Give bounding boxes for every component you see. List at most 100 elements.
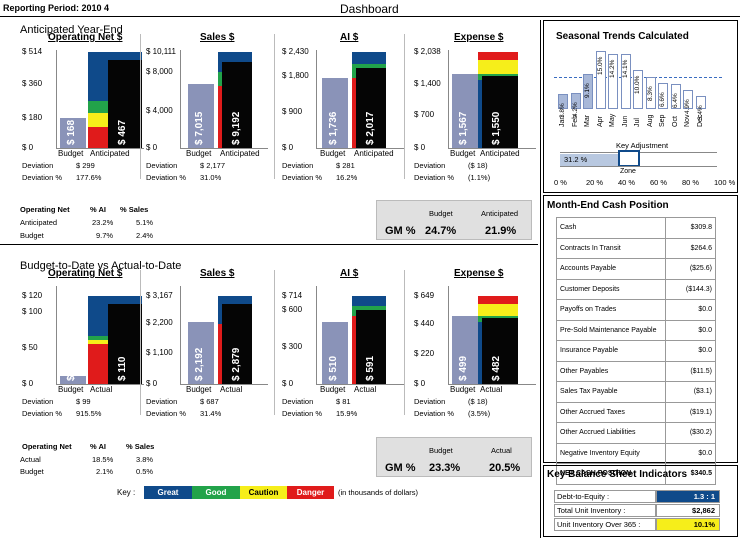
section-divider (0, 244, 538, 245)
y-tick-label: $ 0 (282, 379, 294, 388)
btd-opnet-r1b: 3.8% (136, 455, 154, 464)
btd-opnet-r2b: 0.5% (136, 467, 154, 476)
deviation-label: Deviation (146, 397, 178, 406)
x-label-actual: Actual (480, 385, 503, 394)
kbi-value: 10.1% (656, 518, 720, 531)
y-axis (180, 50, 181, 148)
actual-value-label: $ 110 (117, 356, 128, 381)
zone-segment-great (352, 296, 386, 306)
y-tick-label: $ 0 (22, 143, 34, 152)
x-label-budget: Budget (58, 385, 84, 394)
y-tick-label: $ 0 (414, 143, 426, 152)
y-tick-label: $ 714 (282, 291, 303, 300)
cash-row-label: Sales Tax Payable (556, 381, 666, 403)
y-tick-label: $ 1,800 (282, 71, 309, 80)
cash-row-value: ($3.1) (665, 381, 716, 403)
deviation-pct-value: 915.5% (76, 409, 102, 418)
y-tick-label: $ 8,000 (146, 67, 173, 76)
btd-gm-v2: 20.5% (489, 462, 521, 474)
kbi-label: Debt-to-Equity : (554, 490, 656, 503)
key-danger: Danger (287, 486, 334, 499)
y-tick-label: $ 2,430 (282, 47, 309, 56)
cash-row-value: $309.8 (665, 217, 716, 239)
season-bar (683, 90, 693, 109)
season-month-label: Jan (559, 115, 566, 127)
cash-row-value: ($25.6) (665, 258, 716, 280)
cash-row: Customer Deposits ($144.3) (556, 278, 716, 300)
chart-title: Sales $ (200, 268, 235, 279)
cash-row-label: Accounts Payable (556, 258, 666, 280)
deviation-value: $ 687 (200, 397, 219, 406)
y-tick-label: $ 0 (282, 143, 294, 152)
kbi-title: Key Balance Sheet Indicators (547, 469, 688, 480)
key-note: (in thousands of dollars) (338, 488, 419, 497)
deviation-pct-value: 31.4% (200, 409, 222, 418)
btd-opnet-h1: Operating Net (22, 442, 72, 451)
ye-opnet-h2: % AI (90, 205, 106, 214)
actual-bar (482, 76, 518, 148)
y-axis (180, 286, 181, 384)
cash-panel: Month-End Cash Position Cash $309.8 Contra… (543, 195, 738, 485)
deviation-value: $ 299 (76, 161, 95, 170)
y-tick-label: $ 2,200 (146, 318, 173, 327)
y-tick-label: $ 0 (146, 379, 158, 388)
reporting-period: Reporting Period: 2010 4 (3, 3, 110, 13)
kbi-panel: Key Balance Sheet Indicators Debt-to-Equ… (543, 465, 738, 537)
season-value-label: 8.3% (646, 86, 654, 101)
season-month-label: Feb (571, 114, 579, 127)
x-axis (316, 148, 404, 149)
cash-row-label: Payoffs on Trades (556, 299, 666, 321)
ye-gm-label: GM % (385, 225, 416, 237)
y-tick-label: $ 514 (22, 47, 43, 56)
ye-opnet-h3: % Sales (120, 205, 149, 214)
y-tick-label: $ 1,400 (414, 79, 441, 88)
cash-row: Other Accrued Taxes ($19.1) (556, 401, 716, 423)
season-month-label: Sep (659, 114, 666, 127)
budget-value-label: $ 510 (328, 355, 339, 381)
deviation-pct-label: Deviation % (414, 409, 455, 418)
ye-gm-v2: 21.9% (485, 225, 517, 237)
ye-opnet-h1: Operating Net (20, 205, 70, 214)
btd-opnet-h3: % Sales (126, 442, 155, 451)
x-label-actual: Anticipated (90, 149, 130, 158)
x-label-budget: Budget (186, 385, 212, 394)
deviation-value: $ 281 (336, 161, 355, 170)
season-bar (558, 94, 568, 109)
zone-slider[interactable] (618, 150, 640, 167)
budget-bar (60, 376, 86, 384)
season-bar (645, 76, 656, 109)
key-adjust-label: Key Adjustment (616, 141, 669, 150)
y-tick-label: $ 1,100 (146, 348, 173, 357)
chart-separator (404, 270, 405, 415)
season-bar (595, 51, 606, 109)
cash-row-value: ($11.5) (665, 360, 716, 382)
deviation-pct-value: (3.5%) (468, 409, 491, 418)
btd-opnet-r2a: 2.1% (96, 467, 114, 476)
x-label-budget: Budget (320, 149, 346, 158)
btd-gm-h2: Actual (491, 446, 512, 455)
y-tick-label: $ 4,000 (146, 106, 173, 115)
deviation-label: Deviation (282, 161, 314, 170)
season-bar (658, 83, 668, 109)
actual-value-label: $ 9,192 (231, 111, 242, 145)
season-value-label: 6.6% (659, 92, 666, 108)
season-value-label: 15.0% (596, 56, 604, 75)
cash-row-value: $0.0 (665, 442, 716, 464)
x-label-actual: Anticipated (480, 149, 520, 158)
deviation-pct-label: Deviation % (22, 409, 63, 418)
chart-separator (404, 34, 405, 179)
actual-bar (222, 304, 252, 384)
x-label-budget: Budget (320, 385, 346, 394)
btd-opnet-h2: % AI (90, 442, 106, 451)
x-label-actual: Anticipated (354, 149, 394, 158)
cash-row-label: Other Accrued Liabilities (556, 422, 666, 444)
y-tick-label: $ 220 (414, 349, 435, 358)
cash-row-value: $340.5 (665, 463, 716, 485)
y-tick-label: $ 120 (22, 291, 43, 300)
y-tick-label: $ 0 (146, 143, 158, 152)
cash-table-wrap: Cash $309.8 Contracts In Transit $264.6 Acco… (556, 217, 716, 485)
actual-value-label: $ 2,017 (365, 111, 376, 145)
deviation-label: Deviation (22, 397, 54, 406)
y-tick-label: $ 0 (414, 379, 426, 388)
key-good: Good (192, 486, 240, 499)
